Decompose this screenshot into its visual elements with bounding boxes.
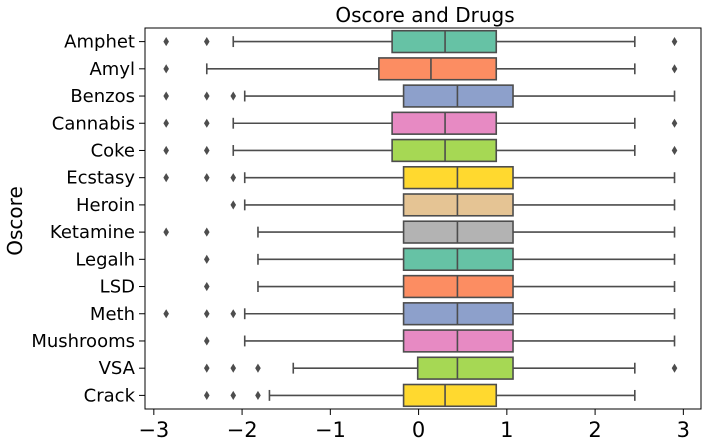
box-iqr bbox=[402, 193, 514, 217]
outlier-point bbox=[203, 91, 210, 101]
outlier-point bbox=[203, 227, 210, 237]
outlier-point bbox=[671, 118, 678, 128]
y-tick-label: Cannabis bbox=[52, 113, 135, 134]
outlier-point bbox=[671, 145, 678, 156]
box-group-lsd bbox=[203, 274, 676, 299]
box-group-heroin bbox=[230, 193, 676, 217]
x-axis: −3 −2 −1 0 1 2 3 bbox=[138, 409, 690, 441]
outlier-point bbox=[255, 390, 261, 400]
y-tick-label: Ecstasy bbox=[66, 168, 135, 189]
outlier-point bbox=[230, 200, 237, 210]
box-iqr bbox=[391, 138, 498, 163]
outlier-point bbox=[163, 91, 169, 101]
outlier-point bbox=[230, 173, 237, 183]
box-group-crack bbox=[203, 383, 636, 408]
outlier-point bbox=[203, 390, 210, 400]
outlier-point bbox=[203, 254, 210, 264]
y-tick-label: Amyl bbox=[89, 59, 135, 80]
x-tick-label: 2 bbox=[588, 418, 601, 441]
box-iqr bbox=[402, 84, 514, 108]
outlier-point bbox=[203, 336, 210, 346]
outlier-point bbox=[255, 363, 261, 373]
box-group-ketamine bbox=[163, 220, 676, 244]
x-tick-label: 3 bbox=[677, 418, 690, 441]
y-tick-label: Benzos bbox=[70, 86, 135, 107]
outlier-point bbox=[671, 37, 678, 47]
x-tick-label: 0 bbox=[412, 418, 425, 441]
outlier-point bbox=[163, 227, 169, 237]
box-iqr bbox=[378, 57, 498, 81]
outlier-point bbox=[203, 363, 210, 373]
outlier-point bbox=[203, 37, 210, 47]
y-tick-label: LSD bbox=[100, 277, 135, 298]
box-iqr bbox=[391, 29, 498, 54]
outlier-point bbox=[163, 173, 169, 183]
box-group-amyl bbox=[163, 57, 678, 81]
outlier-point bbox=[203, 145, 210, 156]
box-group-vsa bbox=[203, 356, 678, 380]
box-group-mushrooms bbox=[203, 329, 676, 353]
x-tick-label: −2 bbox=[227, 418, 258, 441]
box-iqr bbox=[402, 302, 514, 326]
outlier-point bbox=[203, 281, 210, 292]
box-group-coke bbox=[163, 138, 678, 163]
y-tick-label: Heroin bbox=[76, 195, 135, 216]
outlier-point bbox=[203, 309, 210, 319]
outlier-point bbox=[163, 309, 169, 319]
outlier-point bbox=[203, 118, 210, 128]
box-group-amphet bbox=[163, 29, 678, 54]
y-tick-label: Amphet bbox=[64, 32, 135, 53]
y-tick-label: VSA bbox=[99, 358, 136, 379]
outlier-point bbox=[230, 91, 237, 101]
y-tick-label: Coke bbox=[91, 140, 135, 161]
box-iqr bbox=[402, 383, 498, 408]
box-iqr bbox=[402, 165, 514, 190]
box-iqr bbox=[402, 329, 514, 353]
x-tick-label: −1 bbox=[315, 418, 346, 441]
y-tick-label: Crack bbox=[84, 385, 136, 406]
y-axis-label: Oscore bbox=[3, 186, 27, 255]
box-iqr bbox=[402, 274, 514, 299]
outlier-point bbox=[671, 363, 678, 373]
y-tick-label: Legalh bbox=[75, 249, 135, 270]
outlier-point bbox=[163, 37, 169, 47]
outlier-point bbox=[203, 173, 210, 183]
outlier-point bbox=[163, 118, 169, 128]
box-group-benzos bbox=[163, 84, 676, 108]
box-group-legalh bbox=[203, 247, 676, 272]
box-group-ecstasy bbox=[163, 165, 676, 190]
box-iqr bbox=[416, 356, 514, 380]
outlier-point bbox=[671, 64, 678, 74]
box-iqr bbox=[402, 247, 514, 272]
chart-title: Oscore and Drugs bbox=[335, 3, 514, 27]
box-iqr bbox=[402, 220, 514, 244]
y-axis: Amphet Amyl Benzos Cannabis Coke Ecstasy Heroi… bbox=[31, 32, 145, 406]
plot-frame bbox=[144, 27, 702, 410]
y-tick-label: Mushrooms bbox=[31, 331, 135, 352]
box-iqr bbox=[391, 111, 498, 135]
box-group-cannabis bbox=[163, 111, 678, 135]
outlier-point bbox=[230, 363, 237, 373]
outlier-point bbox=[163, 64, 169, 74]
y-tick-label: Meth bbox=[90, 304, 135, 325]
boxes-layer bbox=[163, 29, 678, 408]
outlier-point bbox=[163, 145, 169, 156]
outlier-point bbox=[230, 390, 237, 400]
outlier-point bbox=[230, 309, 237, 319]
x-tick-label: −3 bbox=[138, 418, 169, 441]
y-tick-label: Ketamine bbox=[50, 222, 135, 243]
x-tick-label: 1 bbox=[500, 418, 513, 441]
box-group-meth bbox=[163, 302, 676, 326]
